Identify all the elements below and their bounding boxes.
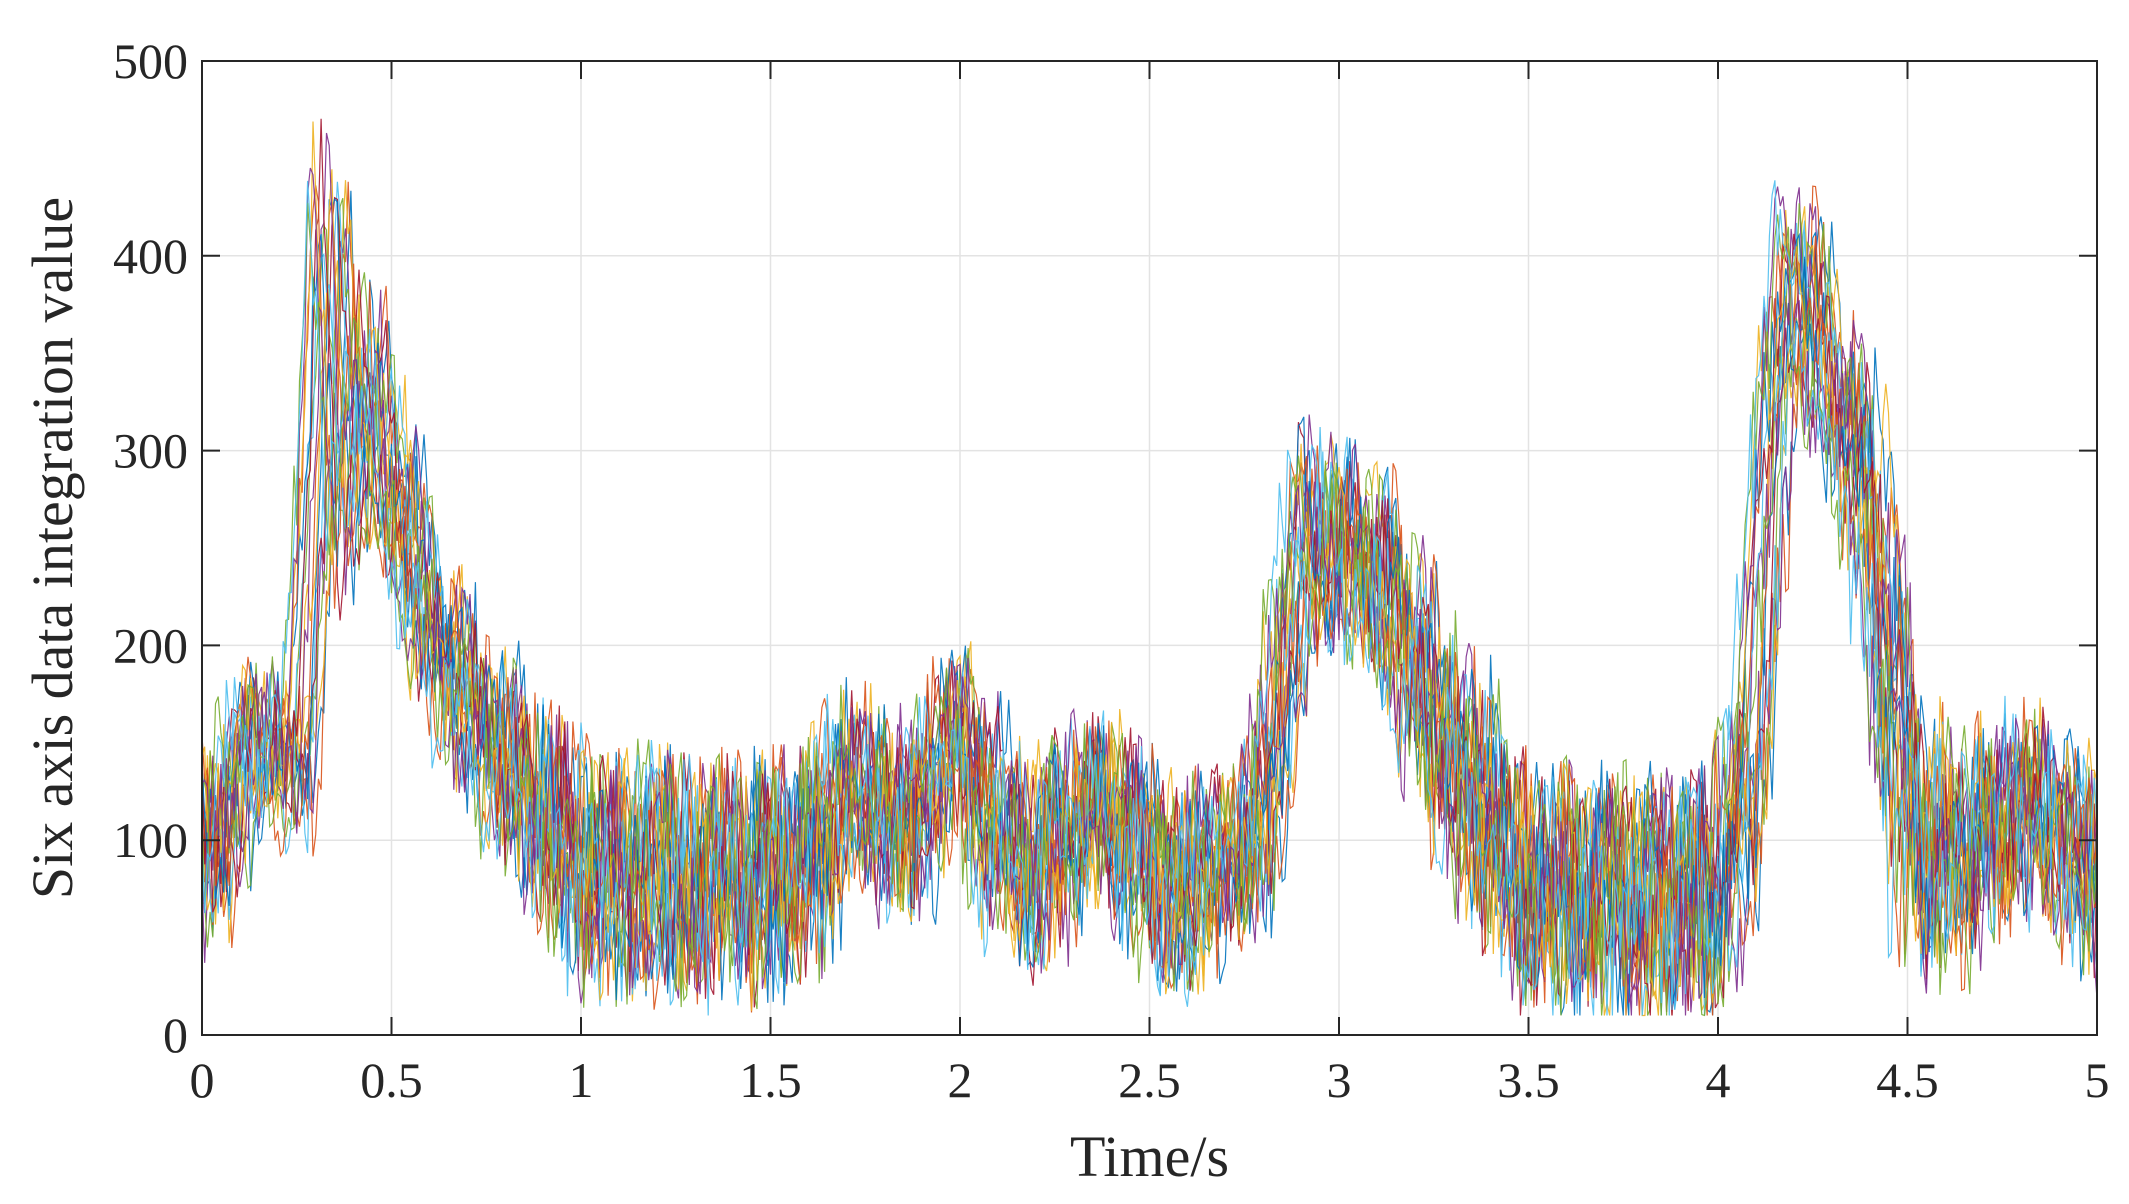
series-line-19: [201, 202, 2098, 1016]
x-axis-ticks: 0 0.5 1 1.5 2 2.5 3 3.5 4 4.5 5: [190, 61, 2110, 1108]
x-tick-label: 1: [569, 1052, 594, 1108]
series-line-20: [201, 180, 2098, 1016]
x-axis-label: Time/s: [1070, 1124, 1229, 1189]
y-tick-label: 400: [113, 228, 188, 284]
y-axis-label: Six axis data integration value: [20, 197, 85, 899]
x-tick-label: 0: [190, 1052, 215, 1108]
data-series-group: [201, 118, 2098, 1017]
y-axis-ticks: 0 100 200 300 400 500: [113, 33, 2097, 1063]
series-line-14: [201, 118, 2098, 1016]
y-tick-label: 500: [113, 33, 188, 89]
y-tick-label: 200: [113, 617, 188, 673]
y-tick-label: 300: [113, 423, 188, 479]
y-tick-label: 0: [163, 1007, 188, 1063]
x-tick-label: 2.5: [1118, 1052, 1181, 1108]
x-tick-label: 0.5: [360, 1052, 423, 1108]
y-tick-label: 100: [113, 812, 188, 868]
series-line-11: [201, 132, 2098, 1016]
x-tick-label: 5: [2085, 1052, 2110, 1108]
series-line-17: [201, 121, 2098, 1016]
x-tick-label: 4.5: [1876, 1052, 1939, 1108]
x-tick-label: 3: [1327, 1052, 1352, 1108]
x-tick-label: 1.5: [739, 1052, 802, 1108]
x-tick-label: 3.5: [1497, 1052, 1560, 1108]
x-tick-label: 2: [948, 1052, 973, 1108]
x-tick-label: 4: [1706, 1052, 1731, 1108]
